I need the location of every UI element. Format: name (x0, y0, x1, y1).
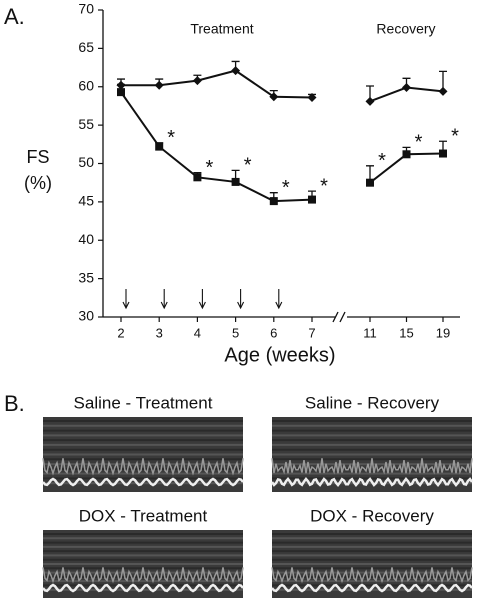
point (154, 80, 164, 90)
significance-mark: * (415, 132, 423, 154)
treatment-arrow-head (198, 301, 206, 310)
y-tick-label: 60 (78, 77, 94, 93)
point (402, 83, 411, 93)
treatment-arrow-head (160, 301, 168, 310)
echo-wall (271, 458, 473, 475)
treatment-arrow-head (237, 301, 245, 310)
echo-wall (271, 567, 473, 584)
point (438, 86, 448, 96)
significance-mark: * (244, 155, 252, 177)
significance-mark: * (451, 126, 459, 148)
point (365, 96, 375, 106)
y-tick-label: 55 (78, 116, 94, 132)
x-axis-label: Age (weeks) (224, 344, 335, 366)
y-tick-label: 35 (78, 269, 94, 285)
x-tick-label: 2 (117, 325, 124, 340)
x-tick-label: 6 (270, 325, 277, 340)
point (308, 195, 316, 204)
y-tick-label: 50 (78, 154, 94, 170)
point (117, 88, 125, 97)
y-tick-label: 70 (78, 1, 94, 17)
point (269, 197, 278, 206)
treatment-arrow-head (122, 301, 130, 310)
x-tick-label: 19 (436, 325, 450, 340)
significance-mark: * (320, 175, 328, 197)
axis-break (332, 311, 339, 323)
y-tick-label: 30 (78, 308, 94, 324)
echo-wall (42, 567, 244, 584)
annotation: Recovery (376, 21, 435, 37)
y-tick-label: 65 (78, 39, 94, 55)
point (155, 142, 164, 151)
significance-mark: * (167, 127, 175, 149)
echo-wall (42, 583, 244, 593)
significance-mark: * (206, 157, 214, 179)
echo-wall (42, 477, 244, 487)
echo-wall (271, 583, 473, 593)
x-tick-label: 15 (399, 325, 413, 340)
series-line (120, 91, 313, 203)
point (366, 178, 374, 187)
echo-wall (42, 458, 244, 476)
point (193, 173, 202, 182)
image-title: DOX - Treatment (79, 506, 208, 525)
point (402, 150, 411, 159)
axis-break (339, 311, 346, 323)
point (307, 92, 317, 102)
annotation: Treatment (190, 21, 253, 37)
significance-mark: * (378, 150, 386, 172)
x-tick-label: 11 (363, 325, 377, 340)
image-title: Saline - Treatment (74, 393, 213, 412)
echo-wall (270, 477, 474, 487)
panel-label: A. (4, 4, 25, 29)
y-tick-label: 40 (78, 231, 94, 247)
y-tick-label: 45 (78, 193, 94, 209)
image-title: Saline - Recovery (305, 393, 440, 412)
point (231, 66, 241, 76)
x-tick-label: 5 (232, 325, 239, 340)
series-line (121, 69, 313, 99)
point (269, 92, 279, 102)
y-axis-label: FS (26, 147, 49, 167)
panel-label: B. (4, 391, 25, 416)
point (439, 149, 447, 158)
y-axis-label: (%) (24, 173, 52, 193)
x-tick-label: 4 (194, 325, 201, 340)
x-tick-label: 7 (308, 325, 315, 340)
significance-mark: * (282, 177, 290, 199)
point (192, 76, 202, 86)
x-tick-label: 3 (156, 325, 163, 340)
image-title: DOX - Recovery (310, 506, 434, 525)
treatment-arrow-head (275, 301, 283, 310)
point (231, 177, 240, 186)
